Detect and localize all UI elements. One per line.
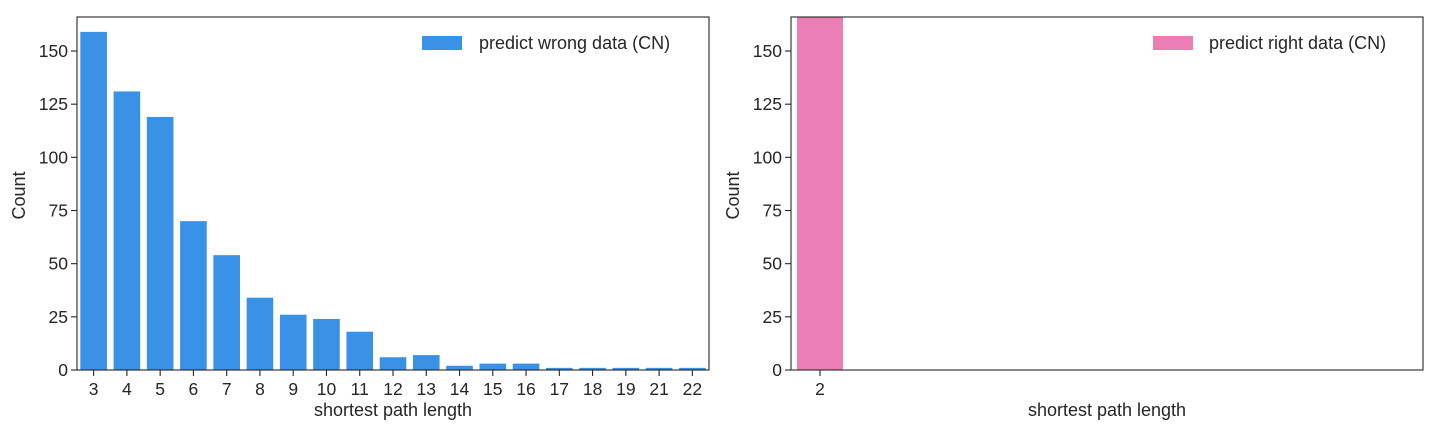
bar-22 (679, 367, 706, 370)
x-tick-label: 22 (683, 379, 702, 399)
bar-11 (346, 331, 374, 370)
bar-2 (797, 17, 843, 370)
bar-3 (80, 31, 107, 370)
x-tick-label: 5 (155, 379, 165, 399)
y-tick-label: 50 (763, 254, 783, 274)
legend-label: predict wrong data (CN) (479, 33, 670, 53)
x-tick-label: 4 (122, 379, 132, 399)
x-tick-label: 7 (222, 379, 232, 399)
bar-13 (412, 355, 440, 370)
bar-14 (446, 365, 473, 370)
bar-21 (645, 367, 673, 370)
bar-4 (113, 91, 141, 371)
y-tick-label: 25 (49, 307, 68, 327)
plot-frame (790, 16, 1424, 371)
y-tick-label: 125 (39, 94, 68, 114)
y-tick-label: 150 (39, 41, 68, 61)
left-chart-panel: 0 25 50 75 100 125 150 3 4 5 6 7 8 9 10 11 12 13 14 15 16 17 1… (9, 16, 710, 420)
x-tick-label: 14 (450, 379, 470, 399)
x-tick-label: 21 (649, 379, 668, 399)
bar-19 (612, 367, 640, 370)
y-tick-label: 150 (753, 41, 782, 61)
y-axis-label: Count (9, 171, 29, 219)
y-tick-label: 25 (763, 307, 782, 327)
x-axis-label: shortest path length (314, 400, 472, 420)
bar-18 (579, 367, 606, 370)
y-tick-label: 75 (763, 201, 782, 221)
legend-swatch (422, 36, 462, 50)
bar-9 (279, 314, 307, 370)
x-tick-label: 3 (89, 379, 99, 399)
x-tick-label: 16 (516, 379, 535, 399)
x-tick-label: 10 (317, 379, 337, 399)
x-tick-label: 8 (255, 379, 265, 399)
y-tick-label: 50 (49, 254, 69, 274)
y-tick-label: 125 (753, 94, 782, 114)
y-tick-label: 0 (772, 360, 782, 380)
bar-7 (213, 255, 240, 370)
bar-10 (313, 318, 340, 370)
x-tick-label: 9 (288, 379, 298, 399)
x-tick-label: 6 (189, 379, 199, 399)
legend-swatch (1153, 36, 1193, 50)
x-tick-label: 12 (383, 379, 402, 399)
y-tick-label: 100 (39, 147, 68, 167)
y-axis-label: Count (723, 171, 743, 219)
legend-label: predict right data (CN) (1209, 33, 1386, 53)
bar-16 (512, 363, 540, 370)
x-tick-label: 15 (483, 379, 502, 399)
bar-5 (146, 116, 174, 370)
bar-8 (246, 297, 274, 370)
bar-6 (180, 221, 207, 370)
y-tick-label: 75 (49, 201, 68, 221)
bar-15 (479, 363, 507, 370)
right-chart-panel: 0 25 50 75 100 125 150 2 shortest path length Cou… (723, 16, 1424, 420)
x-tick-label: 17 (550, 379, 569, 399)
x-tick-label: 2 (815, 379, 825, 399)
bar-12 (379, 357, 407, 370)
x-tick-label: 13 (417, 379, 436, 399)
x-tick-label: 19 (616, 379, 635, 399)
x-tick-label: 11 (351, 379, 369, 399)
y-tick-label: 100 (753, 147, 782, 167)
x-axis-label: shortest path length (1028, 400, 1186, 420)
y-tick-label: 0 (58, 360, 68, 380)
x-tick-label: 18 (583, 379, 602, 399)
bar-17 (546, 367, 573, 370)
